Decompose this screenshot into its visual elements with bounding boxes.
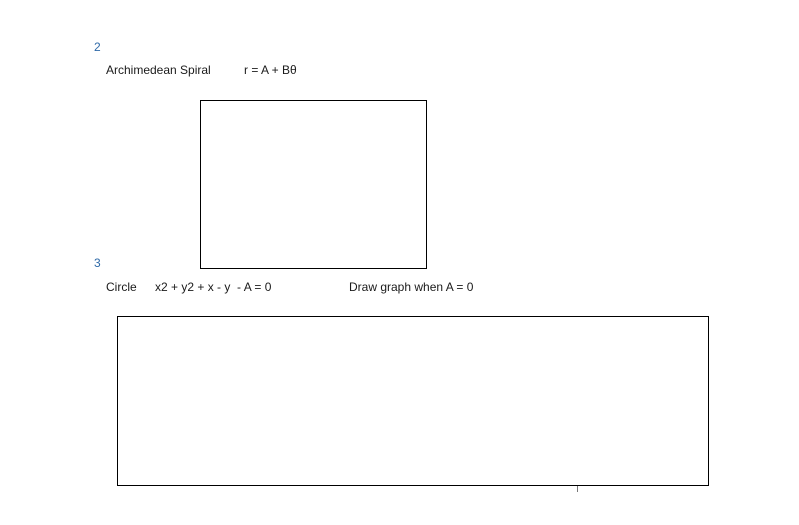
item-name: Circle bbox=[106, 280, 137, 294]
item-number: 2 bbox=[94, 40, 101, 54]
item-equation: r = A + Bθ bbox=[244, 63, 297, 77]
item-equation: x2 + y2 + x - y - A = 0 bbox=[155, 280, 272, 294]
item-number: 3 bbox=[94, 256, 101, 270]
graph-area bbox=[117, 316, 709, 486]
divider bbox=[577, 486, 578, 492]
item-instruction: Draw graph when A = 0 bbox=[349, 280, 474, 294]
graph-area bbox=[200, 100, 427, 269]
item-name: Archimedean Spiral bbox=[106, 63, 211, 77]
